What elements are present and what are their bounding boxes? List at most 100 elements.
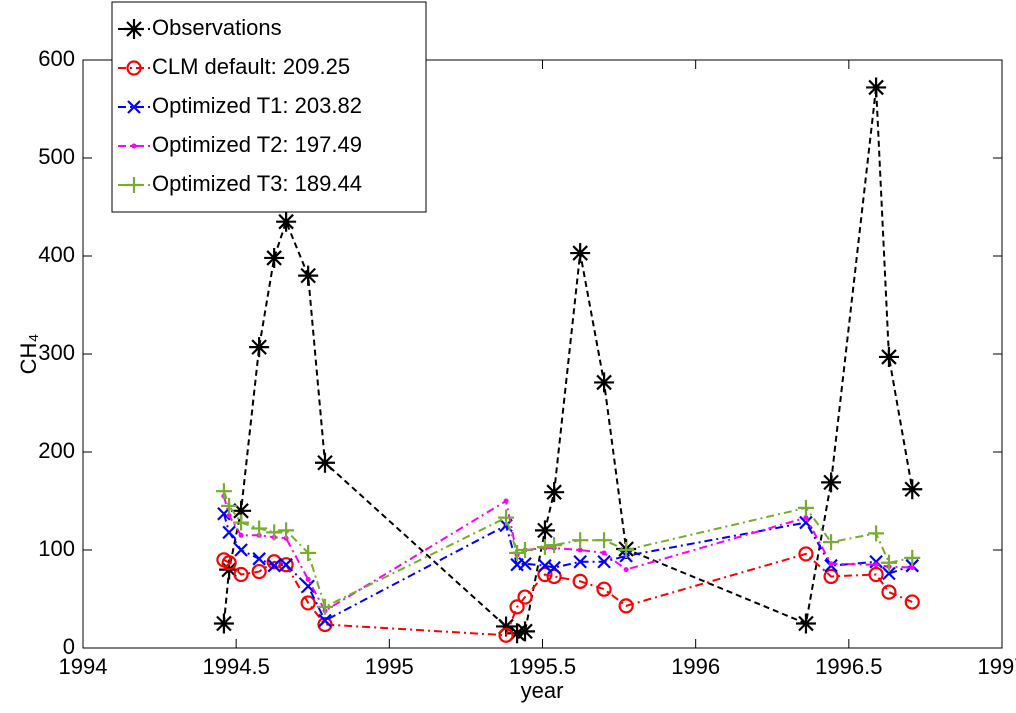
- legend-label: CLM default: 209.25: [152, 54, 350, 79]
- marker: [503, 498, 509, 504]
- marker: [873, 562, 879, 568]
- legend-label: Optimized T1: 203.82: [152, 93, 362, 118]
- marker: [315, 452, 336, 473]
- marker: [618, 598, 634, 614]
- marker: [546, 568, 562, 585]
- marker: [868, 525, 885, 542]
- y-tick-label: 500: [38, 144, 75, 169]
- legend-marker: [126, 60, 142, 76]
- marker: [238, 532, 244, 538]
- marker: [821, 472, 842, 493]
- marker: [828, 561, 834, 567]
- marker: [597, 554, 611, 569]
- marker: [226, 513, 232, 519]
- marker: [276, 211, 297, 232]
- marker: [317, 616, 333, 633]
- marker: [266, 524, 283, 541]
- marker: [213, 613, 234, 634]
- marker: [300, 595, 316, 611]
- x-tick-label: 1997: [978, 654, 1016, 679]
- marker: [880, 554, 897, 571]
- y-tick-label: 200: [38, 438, 75, 463]
- marker: [318, 613, 332, 628]
- series-line: [223, 552, 913, 637]
- marker: [215, 483, 232, 500]
- marker: [317, 598, 334, 615]
- marker: [596, 581, 612, 597]
- y-tick-label: 600: [38, 46, 75, 71]
- legend-marker: [126, 177, 142, 193]
- marker: [623, 567, 629, 573]
- marker: [498, 627, 514, 643]
- marker: [517, 589, 533, 605]
- legend-label: Observations: [152, 15, 282, 40]
- marker: [909, 565, 915, 571]
- marker: [517, 542, 534, 558]
- marker: [300, 544, 317, 561]
- marker: [904, 594, 920, 610]
- marker: [572, 532, 589, 549]
- x-tick-label: 1994.5: [203, 654, 270, 679]
- legend-marker: [131, 143, 137, 149]
- marker: [601, 550, 607, 556]
- marker: [823, 568, 839, 585]
- y-axis-label: CH₄: [16, 334, 41, 375]
- y-tick-label: 300: [38, 340, 75, 365]
- marker: [534, 520, 555, 541]
- legend-marker: [127, 100, 141, 114]
- x-tick-label: 1996.5: [815, 654, 882, 679]
- marker: [264, 247, 285, 268]
- marker: [251, 520, 268, 537]
- marker: [546, 537, 563, 554]
- y-tick-label: 0: [63, 634, 75, 659]
- marker: [573, 554, 587, 569]
- legend: Observations CLM default: 209.25 Optimized…: [111, 1, 427, 213]
- marker: [267, 558, 281, 573]
- y-tick-label: 400: [38, 242, 75, 267]
- legend-box: [111, 1, 427, 213]
- marker: [547, 560, 561, 575]
- marker: [509, 544, 526, 561]
- marker: [279, 557, 293, 572]
- marker: [795, 613, 816, 634]
- marker: [515, 621, 536, 642]
- x-tick-label: 1994: [59, 654, 108, 679]
- legend-label: Optimized T2: 197.49: [152, 132, 362, 157]
- marker: [823, 534, 840, 551]
- marker: [278, 522, 295, 539]
- marker: [222, 525, 236, 540]
- marker: [518, 556, 532, 571]
- series-line: [222, 87, 914, 635]
- marker: [221, 555, 237, 571]
- marker: [536, 539, 553, 556]
- marker: [881, 584, 897, 600]
- marker: [231, 500, 252, 521]
- marker: [869, 554, 883, 569]
- marker: [298, 265, 319, 286]
- marker: [570, 243, 591, 264]
- marker: [507, 623, 528, 644]
- marker: [221, 497, 238, 514]
- marker: [798, 546, 814, 562]
- marker: [878, 346, 899, 367]
- x-tick-label: 1995.5: [509, 654, 576, 679]
- marker: [902, 479, 923, 500]
- marker: [234, 543, 248, 557]
- marker: [866, 77, 887, 98]
- y-tick-label: 100: [38, 536, 75, 561]
- marker: [305, 576, 311, 582]
- marker: [249, 337, 270, 358]
- x-tick-label: 1996: [671, 654, 720, 679]
- marker: [868, 566, 884, 583]
- marker: [251, 563, 267, 580]
- marker: [278, 557, 294, 573]
- marker: [797, 499, 814, 516]
- marker: [596, 532, 613, 549]
- series-line: [222, 495, 913, 613]
- marker: [509, 599, 525, 615]
- legend-label: Optimized T3: 189.44: [152, 171, 362, 196]
- marker: [882, 566, 896, 581]
- marker: [233, 514, 250, 531]
- marker: [618, 542, 635, 558]
